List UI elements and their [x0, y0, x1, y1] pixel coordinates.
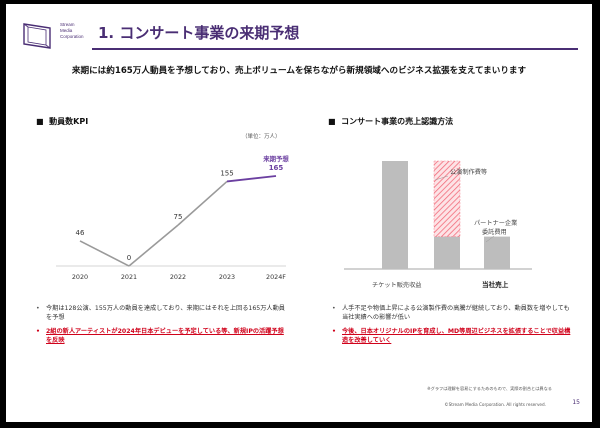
- kpi-x-tick: 2023: [219, 273, 235, 281]
- kpi-data-label: 46: [76, 229, 85, 237]
- kpi-bullets: 今期は128公演、155万人の動員を達成しており、来期にはそれを上回る165万人…: [36, 304, 286, 350]
- kpi-forecast-segment: [226, 175, 277, 183]
- kpi-forecast-label: 来期予想: [262, 154, 289, 163]
- stream-media-logo: [23, 23, 51, 49]
- kpi-line-segment: [177, 180, 228, 226]
- revenue-bullets: 人手不足や物価上昇による公演製作費の高騰が継続しており、動員数を増やしても当社実…: [332, 304, 572, 350]
- copyright: ©Stream Media Corporation. All rights re…: [444, 402, 546, 407]
- kpi-data-label: 155: [220, 169, 233, 177]
- bar-cost-base: [434, 236, 460, 269]
- kpi-data-label: 0: [127, 254, 131, 262]
- leader-line-production: [434, 175, 449, 181]
- kpi-section-title: ■ 動員数KPI: [36, 117, 89, 126]
- bar-company-sales: [484, 236, 510, 269]
- leader-line-partner: [485, 235, 495, 243]
- kpi-bullet-1: 今期は128公演、155万人の動員を達成しており、来期にはそれを上回る165万人…: [36, 304, 286, 322]
- kpi-x-tick: 2024F: [266, 273, 286, 281]
- kpi-line-segment: [128, 224, 179, 267]
- revenue-diagram: 公演制作費等 パートナー企業 委託費用 チケット販売収益 当社売上: [344, 160, 532, 289]
- page-number: 15: [572, 399, 580, 406]
- kpi-line-segment: [79, 240, 130, 267]
- revenue-bullet-1: 人手不足や物価上昇による公演製作費の高騰が継続しており、動員数を増やしても当社実…: [332, 304, 572, 322]
- label-partner-1: パートナー企業: [474, 219, 517, 227]
- slide: Stream Media Corporation 1. コンサート事業の来期予想…: [6, 4, 592, 422]
- revenue-section-title: ■ コンサート事業の売上認識方法: [328, 117, 454, 126]
- logo-text: Stream Media Corporation: [60, 22, 84, 39]
- title-divider: [92, 48, 578, 50]
- label-partner-2: 委託費用: [482, 228, 507, 236]
- kpi-forecast-value: 165: [269, 164, 284, 172]
- kpi-x-tick: 2022: [170, 273, 186, 281]
- label-production: 公演制作費等: [450, 168, 487, 176]
- page-title: 1. コンサート事業の来期予想: [98, 24, 300, 42]
- label-ticket: チケット販売収益: [372, 281, 422, 289]
- label-sales: 当社売上: [482, 280, 509, 289]
- unit-label: （単位：万人）: [242, 134, 281, 140]
- bar-ticket-revenue: [382, 161, 408, 269]
- revenue-bullet-2: 今後、日本オリジナルのIPを育成し、MD等周辺ビジネスを拡張することで収益構造を…: [332, 327, 572, 345]
- kpi-x-tick: 2021: [121, 273, 137, 281]
- kpi-bullet-2: 2組の新人アーティストが2024年日本デビューを予定している等、新規IPの活躍予…: [36, 327, 286, 345]
- bar-production-cost: [433, 160, 461, 237]
- lead-text: 来期には約165万人動員を予想しており、売上ボリュームを保ちながら新規領域へのビ…: [71, 66, 527, 76]
- kpi-data-label: 75: [174, 213, 183, 221]
- footnote: ※グラフは理解を容易にするためのもので、実際の割合とは異なる: [427, 386, 552, 391]
- kpi-x-tick: 2020: [72, 273, 88, 281]
